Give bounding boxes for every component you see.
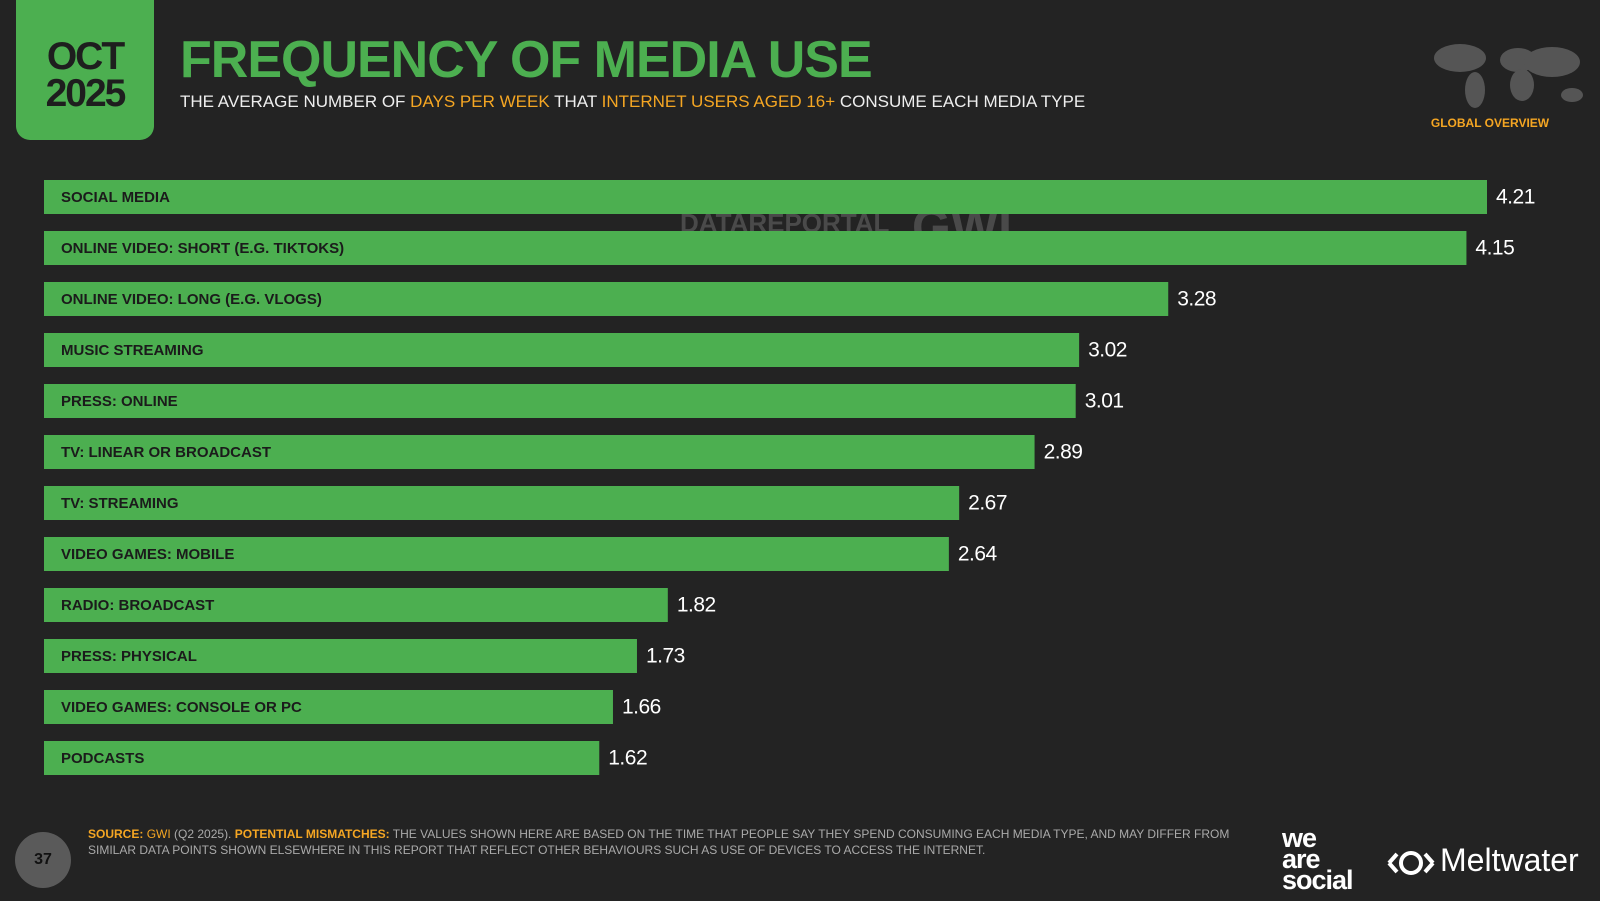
source-date: (Q2 2025). xyxy=(174,827,232,841)
world-map xyxy=(1434,44,1583,108)
category-label: RADIO: BROADCAST xyxy=(61,597,214,614)
category-label: SOCIAL MEDIA xyxy=(61,189,170,206)
bar xyxy=(44,639,637,673)
bar xyxy=(44,537,949,571)
bar xyxy=(44,231,1467,265)
footnote: SOURCE: GWI (Q2 2025). POTENTIAL MISMATC… xyxy=(88,826,1238,858)
page-number: 37 xyxy=(15,832,71,888)
source: GWI xyxy=(146,827,171,841)
brand-word: are xyxy=(1282,844,1321,874)
value-label: 1.82 xyxy=(677,594,716,617)
value-label: 3.28 xyxy=(1177,288,1216,311)
subtitle: THE AVERAGE NUMBER OF DAYS PER WEEK THAT… xyxy=(180,92,1085,112)
chart: SOCIAL MEDIA 4.21 ONLINE VIDEO: SHORT (E.G… xyxy=(44,180,1535,775)
value-label: 4.15 xyxy=(1475,237,1514,260)
mismatch-text: THE VALUES SHOWN HERE ARE BASED ON THE T… xyxy=(88,827,1230,857)
subtitle-highlight: DAYS PER WEEK xyxy=(410,92,550,111)
category-label: PRESS: ONLINE xyxy=(61,393,178,410)
date-month: OCT xyxy=(46,35,125,78)
brand-meltwater: Meltwater xyxy=(1440,842,1579,878)
value-label: 4.21 xyxy=(1496,186,1535,209)
brand-word: social xyxy=(1282,865,1354,895)
bar xyxy=(44,435,1035,469)
bar xyxy=(44,282,1169,316)
bar xyxy=(44,384,1076,418)
subtitle-part: THAT xyxy=(549,92,602,111)
value-label: 1.66 xyxy=(622,696,661,719)
category-label: PRESS: PHYSICAL xyxy=(61,648,197,665)
bar xyxy=(44,180,1487,214)
meltwater-icon xyxy=(1387,851,1435,875)
brand-word: we xyxy=(1282,823,1317,853)
date-badge: OCT 2025 xyxy=(16,0,154,140)
category-label: VIDEO GAMES: MOBILE xyxy=(61,546,234,563)
value-label: 3.01 xyxy=(1085,390,1124,413)
category-label: MUSIC STREAMING xyxy=(61,342,204,359)
category-label: TV: STREAMING xyxy=(61,495,179,512)
bar xyxy=(44,588,668,622)
bar xyxy=(44,333,1080,367)
value-label: 2.89 xyxy=(1044,441,1083,464)
subtitle-part: THE AVERAGE NUMBER OF xyxy=(180,92,411,111)
value-label: 1.62 xyxy=(608,747,647,770)
category-label: PODCASTS xyxy=(61,750,144,767)
subtitle-part: CONSUME EACH MEDIA TYPE xyxy=(835,92,1086,111)
mismatch-label: POTENTIAL MISMATCHES: xyxy=(234,827,390,841)
value-label: 1.73 xyxy=(646,645,685,668)
bar xyxy=(44,486,960,520)
bar xyxy=(44,741,600,775)
category-label: ONLINE VIDEO: SHORT (E.G. TIKTOKS) xyxy=(61,240,344,257)
category-label: TV: LINEAR OR BROADCAST xyxy=(61,444,271,461)
category-label: VIDEO GAMES: CONSOLE OR PC xyxy=(61,699,302,716)
title: FREQUENCY OF MEDIA USE xyxy=(180,31,873,89)
subtitle-highlight: INTERNET USERS AGED 16+ xyxy=(601,92,836,111)
region-label: GLOBAL OVERVIEW xyxy=(1430,116,1550,130)
brand-wearesocial: we are social xyxy=(1282,823,1354,895)
bar xyxy=(44,690,613,724)
date-year: 2025 xyxy=(45,72,127,115)
category-label: ONLINE VIDEO: LONG (E.G. VLOGS) xyxy=(61,291,322,308)
value-label: 2.64 xyxy=(958,543,998,566)
source-label: SOURCE: xyxy=(88,827,144,841)
value-label: 3.02 xyxy=(1088,339,1127,362)
value-label: 2.67 xyxy=(968,492,1007,515)
